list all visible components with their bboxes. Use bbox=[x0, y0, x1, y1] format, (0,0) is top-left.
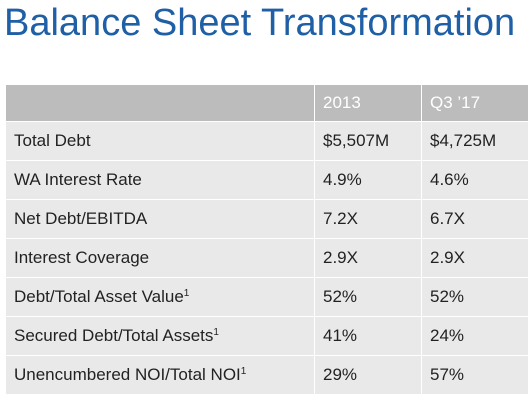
value-2013: 29% bbox=[314, 355, 422, 395]
table-row: WA Interest Rate 4.9% 4.6% bbox=[5, 160, 529, 200]
table-row: Total Debt $5,507M $4,725M bbox=[5, 121, 529, 161]
value-q3-17: 6.7X bbox=[421, 199, 529, 239]
value-q3-17: 52% bbox=[421, 277, 529, 317]
value-2013: 4.9% bbox=[314, 160, 422, 200]
table-header-row: 2013 Q3 ’17 bbox=[5, 84, 529, 122]
metric-name: Total Debt bbox=[14, 131, 91, 150]
header-2013: 2013 bbox=[314, 84, 422, 122]
page-title: Balance Sheet Transformation bbox=[4, 2, 516, 44]
table-row: Net Debt/EBITDA 7.2X 6.7X bbox=[5, 199, 529, 239]
table-row: Debt/Total Asset Value1 52% 52% bbox=[5, 277, 529, 317]
balance-sheet-table: 2013 Q3 ’17 Total Debt $5,507M $4,725M W… bbox=[5, 84, 529, 395]
header-q3-17: Q3 ’17 bbox=[421, 84, 529, 122]
metric-label: Net Debt/EBITDA bbox=[5, 199, 315, 239]
value-2013: 52% bbox=[314, 277, 422, 317]
value-2013: 2.9X bbox=[314, 238, 422, 278]
table-row: Interest Coverage 2.9X 2.9X bbox=[5, 238, 529, 278]
metric-name: Unencumbered NOI/Total NOI bbox=[14, 365, 241, 384]
metric-name: Interest Coverage bbox=[14, 248, 150, 267]
metric-label: Total Debt bbox=[5, 121, 315, 161]
metric-name: Net Debt/EBITDA bbox=[14, 209, 148, 228]
value-q3-17: 24% bbox=[421, 316, 529, 356]
value-q3-17: $4,725M bbox=[421, 121, 529, 161]
value-q3-17: 4.6% bbox=[421, 160, 529, 200]
table-row: Secured Debt/Total Assets1 41% 24% bbox=[5, 316, 529, 356]
metric-name: WA Interest Rate bbox=[14, 170, 142, 189]
footnote-marker: 1 bbox=[183, 288, 190, 299]
metric-label: WA Interest Rate bbox=[5, 160, 315, 200]
value-q3-17: 2.9X bbox=[421, 238, 529, 278]
table-row: Unencumbered NOI/Total NOI1 29% 57% bbox=[5, 355, 529, 395]
metric-label: Debt/Total Asset Value1 bbox=[5, 277, 315, 317]
metric-name: Debt/Total Asset Value bbox=[14, 287, 184, 306]
value-2013: 7.2X bbox=[314, 199, 422, 239]
metric-label: Interest Coverage bbox=[5, 238, 315, 278]
metric-name: Secured Debt/Total Assets bbox=[14, 326, 214, 345]
value-2013: 41% bbox=[314, 316, 422, 356]
header-blank-cell bbox=[5, 84, 315, 122]
value-2013: $5,507M bbox=[314, 121, 422, 161]
footnote-marker: 1 bbox=[213, 327, 219, 338]
value-q3-17: 57% bbox=[421, 355, 529, 395]
metric-label: Secured Debt/Total Assets1 bbox=[5, 316, 315, 356]
footnote-marker: 1 bbox=[240, 366, 247, 377]
metric-label: Unencumbered NOI/Total NOI1 bbox=[5, 355, 315, 395]
